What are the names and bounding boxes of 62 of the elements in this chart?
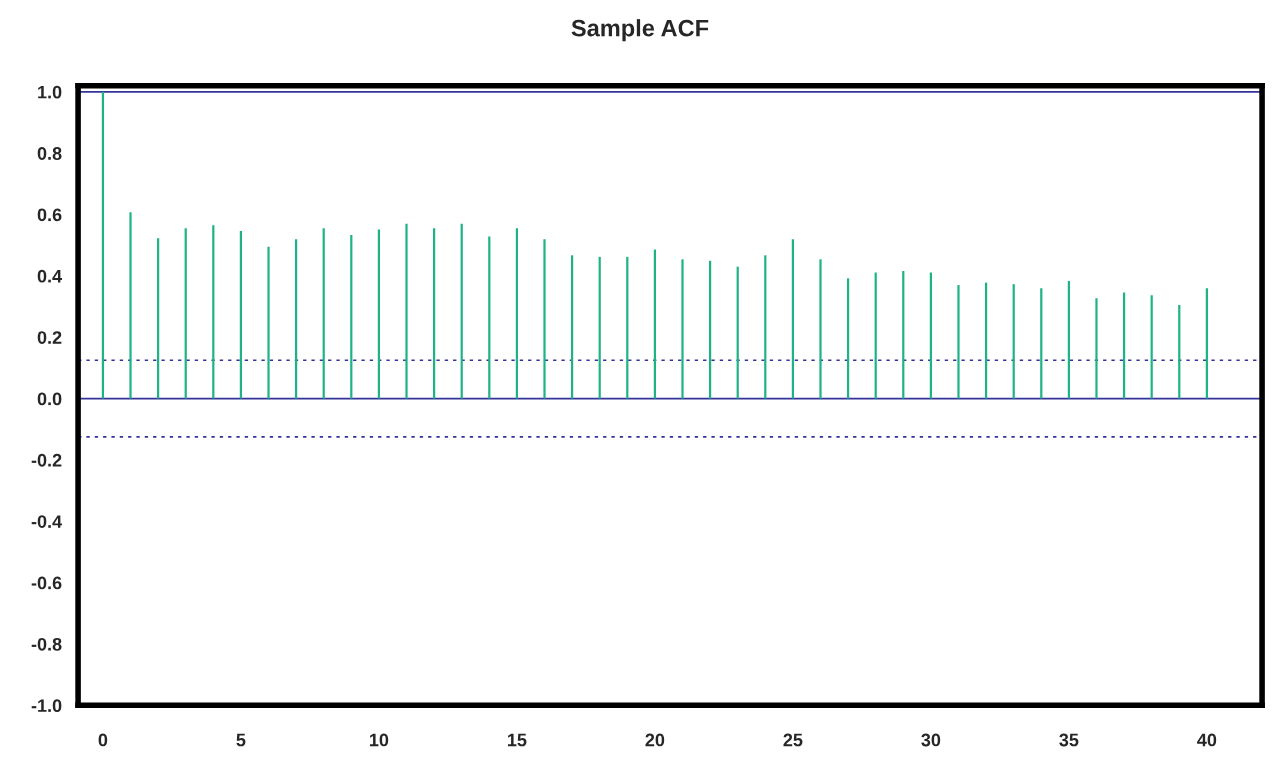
bar bbox=[157, 238, 160, 399]
bar bbox=[543, 239, 546, 399]
y-tick-label: -0.4 bbox=[31, 515, 63, 528]
bar bbox=[598, 256, 601, 399]
x-tick-label: 10 bbox=[370, 733, 389, 747]
bar bbox=[736, 266, 739, 399]
bar bbox=[957, 285, 960, 399]
bar bbox=[1150, 295, 1153, 399]
x-tick-label: 35 bbox=[1059, 733, 1079, 747]
bar bbox=[874, 272, 877, 399]
bar bbox=[460, 223, 463, 399]
bar bbox=[819, 259, 822, 399]
y-tick-label: 1.0 bbox=[38, 85, 62, 99]
bar bbox=[708, 260, 712, 399]
bar bbox=[350, 235, 353, 399]
bar bbox=[1122, 292, 1126, 399]
y-tick-label: 0.6 bbox=[37, 208, 62, 222]
bar bbox=[377, 229, 381, 399]
x-tick-label: 40 bbox=[1197, 733, 1217, 747]
x-tick-label: 20 bbox=[645, 733, 665, 747]
bar bbox=[239, 231, 243, 399]
bar bbox=[1040, 288, 1043, 399]
bar bbox=[653, 249, 656, 399]
x-tick-label: 25 bbox=[783, 733, 803, 747]
x-tick-label: 30 bbox=[921, 733, 941, 747]
bar bbox=[295, 239, 298, 399]
bar bbox=[1178, 305, 1181, 399]
bar bbox=[433, 228, 436, 399]
bar bbox=[515, 228, 519, 399]
bar bbox=[764, 255, 767, 399]
bar bbox=[929, 272, 932, 399]
bar bbox=[571, 255, 574, 399]
bar bbox=[129, 212, 132, 399]
bar bbox=[626, 256, 629, 399]
bar bbox=[902, 270, 905, 399]
x-tick-label: 15 bbox=[508, 733, 527, 747]
bar bbox=[405, 223, 408, 399]
x-tick-label: 0 bbox=[98, 733, 108, 747]
y-tick-label: -0.2 bbox=[31, 453, 62, 467]
bar bbox=[322, 228, 325, 399]
y-tick-label: 0.8 bbox=[37, 147, 62, 160]
y-tick-label: 0.0 bbox=[37, 392, 62, 406]
bar bbox=[212, 225, 215, 399]
y-tick-label: -0.8 bbox=[31, 637, 62, 651]
x-tick-label: 5 bbox=[236, 733, 246, 747]
bar bbox=[488, 236, 491, 399]
y-tick-label: -0.6 bbox=[31, 576, 62, 590]
y-tick-label: 0.2 bbox=[37, 331, 62, 344]
y-tick-label: 0.4 bbox=[37, 269, 63, 283]
bar bbox=[184, 228, 187, 399]
bar bbox=[791, 239, 794, 399]
bar bbox=[101, 91, 105, 399]
bar bbox=[846, 278, 850, 399]
y-tick-label: -1.0 bbox=[31, 699, 62, 713]
bar bbox=[1095, 298, 1098, 399]
bar bbox=[681, 259, 684, 399]
bar bbox=[1067, 281, 1070, 399]
bar bbox=[267, 246, 270, 399]
bar bbox=[1012, 284, 1015, 399]
chart-title: Sample ACF bbox=[571, 19, 709, 42]
bar bbox=[984, 282, 988, 399]
bar bbox=[1205, 288, 1208, 399]
